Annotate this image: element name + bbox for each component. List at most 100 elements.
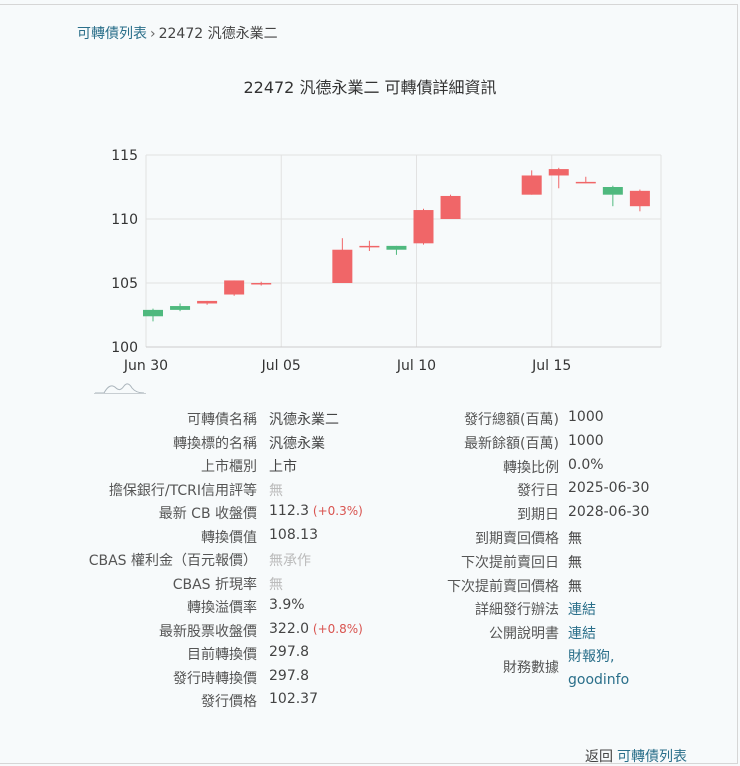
info-value: 1000 (568, 432, 604, 449)
info-value-cell: 財報狗, goodinfo (568, 646, 629, 692)
info-value-cell: 1000 (568, 409, 604, 425)
info-label: 目前轉換價 (187, 647, 257, 663)
financial-data-link[interactable]: 財報狗, (568, 649, 615, 665)
price-change: (+0.8%) (309, 621, 363, 636)
info-label: 最新 CB 收盤價 (158, 506, 257, 522)
y-tick-label: 105 (111, 276, 138, 292)
info-value: 102.37 (269, 691, 318, 707)
candlestick-chart: 100 105 110 115 Jun 30 Jul 05 Jul 10 Jul 15 (111, 148, 662, 374)
candle-body (332, 249, 353, 283)
info-value: 無 (269, 482, 283, 499)
info-value: 無 (269, 576, 283, 593)
info-label: CBAS 權利金（百元報價） (88, 553, 257, 569)
candle-body (386, 245, 407, 250)
info-value: 1000 (568, 409, 604, 425)
info-value: 無承作 (269, 553, 311, 569)
breadcrumb-current: 22472 汎德永業二 (158, 26, 278, 42)
candle-body (359, 245, 380, 248)
info-value-cell: 297.8 (269, 668, 309, 684)
info-label: 到期日 (517, 507, 559, 524)
navigator-mini-chart-icon[interactable] (94, 378, 146, 396)
candle-body (251, 283, 272, 285)
candle-body (602, 187, 623, 195)
candle-body (143, 309, 163, 317)
info-label: 擔保銀行/TCRI信用評等 (108, 482, 257, 499)
info-value: 297.8 (269, 667, 310, 684)
info-value-cell: 無 (568, 528, 582, 548)
info-value-cell: 2028-06-30 (568, 504, 649, 520)
info-value-cell: 連結 (568, 599, 596, 619)
info-value-cell: 無承作 (269, 550, 311, 570)
breadcrumb-list-link[interactable]: 可轉債列表 (77, 26, 147, 42)
info-value-cell: 無 (269, 480, 283, 500)
candle-body (629, 190, 650, 207)
breadcrumb-separator: › (150, 26, 156, 42)
info-value: 322.0 (269, 620, 310, 637)
info-label: 詳細發行辦法 (475, 602, 559, 619)
info-label: 轉換比例 (503, 459, 559, 476)
candle-body (170, 306, 191, 310)
page-title: 22472 汎德永業二 可轉債詳細資訊 (243, 78, 497, 97)
info-value: 無 (568, 578, 582, 595)
info-value-cell: 1000 (568, 433, 604, 449)
info-label: 發行時轉換價 (173, 670, 257, 687)
info-value-cell: 322.0 (+0.8%) (269, 621, 363, 637)
info-label: 轉換溢價率 (187, 600, 257, 616)
candle-body (197, 300, 218, 304)
info-label: 公開說明書 (489, 626, 559, 643)
info-value: 0.0% (568, 456, 604, 473)
info-label: 發行日 (517, 483, 559, 500)
info-value-cell: 108.13 (269, 527, 318, 543)
info-value-cell: 上市 (269, 456, 297, 476)
candle-body (440, 195, 461, 219)
financial-data-link[interactable]: goodinfo (568, 672, 630, 688)
info-value-cell: 汎德永業二 (269, 409, 339, 429)
info-value: 108.13 (269, 526, 318, 543)
info-value-cell: 無 (568, 576, 582, 596)
price-change: (+0.3%) (309, 504, 363, 518)
footer-back-text: 返回 (585, 749, 613, 765)
x-tick-label: Jul 05 (261, 358, 301, 374)
info-link[interactable]: 連結 (568, 602, 596, 619)
page-frame (0, 4, 738, 764)
x-tick-label: Jun 30 (123, 358, 168, 374)
info-value: 2028-06-30 (568, 504, 650, 521)
info-label: 發行總額(百萬) (464, 412, 559, 428)
info-value: 無 (568, 531, 582, 547)
info-link[interactable]: 連結 (568, 626, 596, 643)
info-value: 無 (568, 554, 582, 571)
info-value: 上市 (269, 459, 297, 475)
info-value-cell: 汎德永業 (269, 433, 325, 453)
info-label: 最新股票收盤價 (159, 623, 257, 640)
info-value-cell: 0.0% (568, 457, 604, 473)
info-value-cell: 112.3 (+0.3%) (269, 503, 363, 519)
info-label: 最新餘額(百萬) (464, 435, 559, 452)
info-value-cell: 102.37 (269, 691, 318, 707)
info-label: 轉換價值 (201, 529, 257, 546)
info-label: 可轉債名稱 (187, 412, 257, 428)
candle-body (575, 181, 596, 184)
y-tick-label: 110 (111, 212, 138, 228)
info-label: 轉換標的名稱 (173, 435, 257, 452)
info-value-cell: 連結 (568, 623, 596, 643)
info-value-cell: 無 (568, 552, 582, 572)
info-value: 112.3 (269, 503, 310, 519)
info-label: 到期賣回價格 (475, 531, 559, 547)
info-label: 下次提前賣回價格 (447, 578, 559, 595)
breadcrumb: 可轉債列表 › 22472 汎德永業二 (77, 23, 278, 43)
info-value: 2025-06-30 (568, 480, 650, 497)
info-label: 上市櫃別 (201, 459, 257, 475)
y-tick-label: 115 (111, 148, 138, 164)
info-label: 財務數據 (503, 660, 559, 676)
candle-body (548, 169, 569, 176)
info-value: 汎德永業二 (269, 412, 339, 428)
info-label: CBAS 折現率 (172, 576, 257, 593)
footer-back: 返回 可轉債列表 (585, 746, 687, 766)
x-tick-label: Jul 10 (396, 358, 436, 374)
info-value: 297.8 (269, 644, 310, 660)
x-tick-label: Jul 15 (531, 358, 571, 374)
footer-list-link[interactable]: 可轉債列表 (617, 749, 687, 765)
info-value-cell: 無 (269, 574, 283, 594)
candle-body (224, 280, 245, 295)
y-tick-label: 100 (111, 340, 138, 356)
